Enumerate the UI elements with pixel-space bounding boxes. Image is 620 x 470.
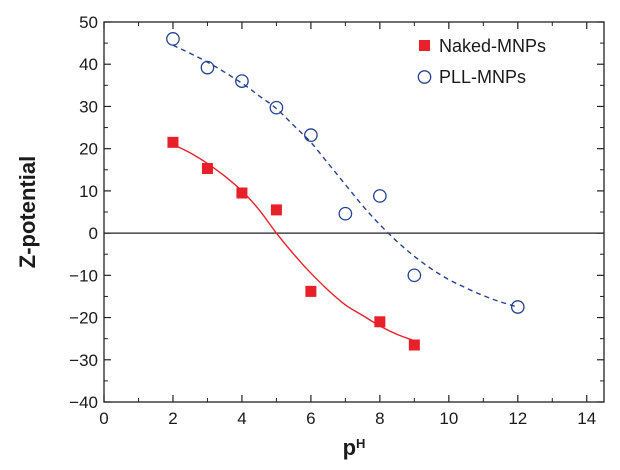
data-point-pll-mnps [235, 74, 249, 88]
data-point-pll-mnps [373, 189, 387, 203]
x-tick-label: 14 [577, 409, 596, 428]
y-tick-label: 20 [79, 140, 98, 159]
y-tick-label: −20 [69, 309, 98, 328]
y-tick-label: 30 [79, 97, 98, 116]
x-axis-title-base: p [343, 435, 356, 460]
legend-marker-naked-mnps [419, 40, 430, 51]
data-point-pll-mnps [166, 32, 180, 46]
data-point-naked-mnps [305, 285, 317, 297]
data-point-naked-mnps [167, 136, 179, 148]
legend-marker-pll-mnps [417, 70, 432, 84]
x-axis-title: pH [343, 435, 366, 460]
x-tick-label: 2 [168, 409, 177, 428]
y-tick-label: −30 [69, 351, 98, 370]
x-tick-label: 4 [237, 409, 246, 428]
legend-entry-pll-mnps: PLL-MNPs [417, 67, 526, 87]
x-tick-label: 8 [375, 409, 384, 428]
x-tick-label: 6 [306, 409, 315, 428]
y-axis-title: Z-potential [15, 156, 40, 268]
y-tick-label: −40 [69, 393, 98, 412]
plot-content [104, 32, 604, 351]
data-point-pll-mnps [510, 300, 525, 314]
y-tick-label: 0 [89, 224, 98, 243]
data-point-naked-mnps [408, 339, 420, 351]
axis-ticks [103, 21, 604, 403]
data-point-pll-mnps [338, 206, 353, 221]
x-tick-label: 12 [508, 409, 527, 428]
plot-frame [103, 21, 605, 403]
y-tick-label: 10 [79, 182, 98, 201]
series-pll-mnps [166, 32, 525, 314]
y-tick-label: −10 [69, 266, 98, 285]
data-point-naked-mnps [201, 163, 213, 175]
y-tick-label: 50 [79, 13, 98, 32]
data-point-naked-mnps [374, 316, 386, 328]
x-axis-title-superscript: H [356, 436, 365, 451]
data-point-pll-mnps [200, 60, 215, 75]
legend-entry-naked-mnps: Naked-MNPs [419, 36, 546, 56]
x-tick-label: 0 [99, 409, 108, 428]
data-point-pll-mnps [304, 128, 318, 143]
y-tick-label: 40 [79, 55, 98, 74]
legend: Naked-MNPs PLL-MNPs [417, 36, 546, 87]
legend-label-naked-mnps: Naked-MNPs [439, 36, 546, 56]
x-tick-label: 10 [439, 409, 458, 428]
data-point-pll-mnps [407, 268, 422, 283]
data-point-pll-mnps [269, 100, 284, 115]
data-point-naked-mnps [236, 187, 248, 199]
series-naked-mnps [167, 136, 420, 351]
fit-line-pll-mnps [172, 44, 518, 308]
legend-label-pll-mnps: PLL-MNPs [439, 67, 526, 87]
data-point-naked-mnps [270, 204, 282, 216]
axis-tick-labels: 0 2 4 6 8 10 12 14 −40 −30 −20 −10 0 10 20 30 40 50 [69, 13, 596, 428]
